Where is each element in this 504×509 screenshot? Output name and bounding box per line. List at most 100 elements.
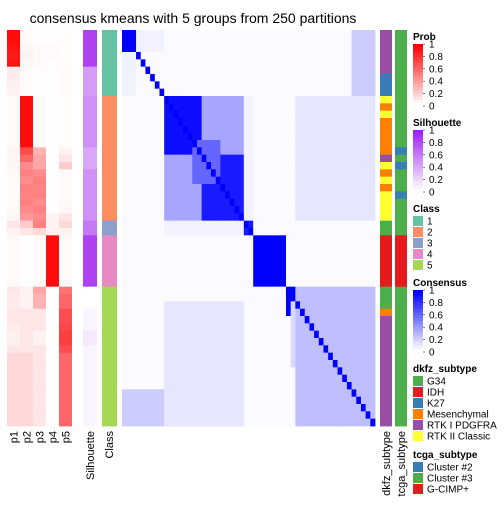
consensus-cell [328,382,334,390]
consensus-cell [225,118,231,126]
consensus-cell [271,176,278,185]
consensus-cell [332,228,338,236]
consensus-cell [243,374,249,383]
class-cell [102,140,117,148]
consensus-cell [318,330,324,339]
consensus-cell [356,37,362,46]
consensus-cell [154,360,160,368]
consensus-cell [370,396,376,405]
consensus-cell [140,125,146,134]
consensus-cell [140,44,146,53]
consensus-cell [122,323,128,332]
consensus-cell [267,242,273,251]
consensus-cell [122,213,128,222]
consensus-cell [182,316,188,324]
consensus-cell [253,191,259,200]
consensus-cell [131,30,137,38]
consensus-cell [173,184,179,192]
consensus-cell [309,96,315,104]
legend-gradient-step [413,333,423,337]
consensus-cell [290,345,296,354]
consensus-cell [140,323,146,332]
prob-cell [59,301,72,310]
consensus-cell [182,352,188,361]
consensus-cell [159,389,165,398]
consensus-cell [206,279,212,288]
consensus-cell [140,316,146,324]
consensus-cell [168,242,174,251]
prob-cell [20,330,33,339]
consensus-cell [342,52,348,60]
consensus-cell [145,103,151,112]
consensus-cell [295,213,301,222]
consensus-cell [182,404,188,412]
legend-tick-label: 0 [429,188,435,199]
consensus-cell [253,52,259,60]
consensus-cell [309,81,315,90]
consensus-cell [365,162,371,170]
prob-cell [33,220,46,229]
consensus-cell [229,228,235,236]
silhouette-bar [83,30,97,427]
consensus-cell [206,103,212,112]
consensus-cell [126,228,132,236]
legend-gradient-step [413,157,423,162]
consensus-cell [159,286,165,295]
consensus-cell [295,404,301,412]
consensus-cell [365,125,371,134]
silhouette-cell [83,323,97,332]
consensus-cell [309,88,315,97]
consensus-cell [360,132,367,141]
consensus-cell [173,272,179,280]
consensus-cell [370,176,376,185]
consensus-cell [187,279,193,288]
consensus-cell [262,360,268,368]
consensus-cell [360,264,367,273]
consensus-cell [309,367,315,376]
consensus-cell [215,242,221,251]
prob-cell [46,257,59,266]
consensus-cell [346,367,352,376]
consensus-cell [211,279,217,288]
consensus-cell [342,382,348,390]
consensus-cell [248,250,254,258]
consensus-cell [164,162,170,170]
tcga-cell [395,250,407,258]
consensus-cell [346,235,352,244]
consensus-cell [178,345,184,354]
consensus-cell [281,294,287,302]
consensus-cell [126,118,132,126]
consensus-cell [182,330,188,339]
consensus-cell [356,411,362,420]
consensus-cell [300,81,306,90]
consensus-cell [370,323,376,332]
consensus-cell [225,316,231,324]
consensus-cell [314,169,320,178]
consensus-cell [281,191,287,200]
consensus-cell [337,154,343,163]
consensus-cell [220,125,226,134]
consensus-cell [248,316,254,324]
consensus-cell [159,418,165,427]
consensus-cell [281,389,287,398]
legend-title: Class [413,204,440,215]
consensus-cell [215,110,221,119]
consensus-cell [211,396,217,405]
consensus-cell [136,286,142,295]
consensus-cell [211,367,217,376]
consensus-cell [267,396,273,405]
prob-cell [7,220,20,229]
consensus-cell [196,110,203,119]
consensus-cell [159,191,165,200]
consensus-cell [318,88,324,97]
consensus-cell [253,242,259,251]
consensus-cell [187,242,193,251]
consensus-cell [220,110,226,119]
consensus-cell [370,235,376,244]
consensus-cell [211,264,217,273]
consensus-cell [145,316,151,324]
consensus-cell [309,279,315,288]
consensus-cell [318,345,324,354]
consensus-cell [323,162,329,170]
consensus-cell [173,316,179,324]
